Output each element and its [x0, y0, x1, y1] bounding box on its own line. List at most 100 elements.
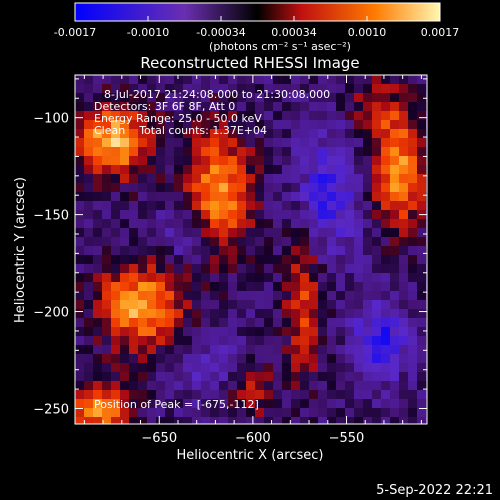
heatmap-cell — [390, 408, 400, 418]
heatmap-cell — [372, 138, 382, 148]
heatmap-cell — [219, 318, 229, 328]
heatmap-cell — [390, 336, 400, 346]
heatmap-cell — [309, 93, 319, 103]
heatmap-cell — [183, 183, 193, 193]
heatmap-cell — [129, 84, 139, 94]
heatmap-cell — [273, 102, 283, 112]
heatmap-cell — [345, 399, 355, 409]
heatmap-cell — [327, 219, 337, 229]
heatmap-cell — [75, 93, 85, 103]
heatmap-cell — [327, 381, 337, 391]
heatmap-cell — [291, 84, 301, 94]
heatmap-cell — [75, 309, 85, 319]
heatmap-cell — [309, 282, 319, 292]
heatmap-cell — [408, 381, 418, 391]
heatmap-cell — [363, 84, 373, 94]
heatmap-cell — [174, 192, 184, 202]
heatmap-cell — [237, 129, 247, 139]
heatmap-cell — [417, 291, 427, 301]
heatmap-cell — [210, 219, 220, 229]
heatmap-cell — [417, 201, 427, 211]
heatmap-cell — [228, 84, 238, 94]
heatmap-cell — [363, 399, 373, 409]
heatmap-cell — [156, 165, 166, 175]
heatmap-cell — [219, 120, 229, 130]
heatmap-cell — [111, 345, 121, 355]
heatmap-cell — [273, 273, 283, 283]
heatmap-cell — [147, 84, 157, 94]
heatmap-cell — [300, 228, 310, 238]
heatmap-cell — [93, 156, 103, 166]
heatmap-cell — [102, 228, 112, 238]
heatmap-cell — [345, 138, 355, 148]
heatmap-cell — [345, 336, 355, 346]
heatmap-cell — [210, 237, 220, 247]
heatmap-cell — [165, 192, 175, 202]
heatmap-cell — [102, 408, 112, 418]
heatmap-cell — [84, 129, 94, 139]
heatmap-cell — [399, 183, 409, 193]
heatmap-cell — [372, 399, 382, 409]
heatmap-cell — [417, 138, 427, 148]
heatmap-cell — [408, 237, 418, 247]
heatmap-cell — [300, 192, 310, 202]
heatmap-cell — [264, 84, 274, 94]
heatmap-cell — [75, 417, 85, 424]
heatmap-cell — [210, 156, 220, 166]
heatmap-cell — [291, 327, 301, 337]
heatmap-cell — [291, 381, 301, 391]
heatmap-cell — [219, 363, 229, 373]
heatmap-cell — [273, 138, 283, 148]
heatmap-cell — [309, 381, 319, 391]
heatmap-cell — [399, 390, 409, 400]
heatmap-cell — [246, 399, 256, 409]
heatmap-cell — [129, 165, 139, 175]
heatmap-cell — [264, 102, 274, 112]
heatmap-cell — [156, 381, 166, 391]
heatmap-cell — [408, 147, 418, 157]
heatmap-cell — [147, 228, 157, 238]
heatmap-cell — [156, 129, 166, 139]
heatmap-cell — [183, 93, 193, 103]
heatmap-cell — [129, 75, 139, 85]
heatmap-cell — [210, 192, 220, 202]
heatmap-cell — [354, 219, 364, 229]
heatmap-cell — [174, 318, 184, 328]
heatmap-cell — [111, 192, 121, 202]
heatmap-cell — [138, 345, 148, 355]
heatmap-cell — [210, 300, 220, 310]
heatmap-cell — [183, 120, 193, 130]
heatmap-cell — [75, 273, 85, 283]
heatmap-cell — [282, 102, 292, 112]
heatmap-cell — [255, 93, 265, 103]
heatmap-cell — [120, 300, 130, 310]
heatmap-cell — [129, 210, 139, 220]
heatmap-cell — [291, 210, 301, 220]
heatmap-cell — [138, 201, 148, 211]
heatmap-cell — [381, 282, 391, 292]
heatmap-cell — [255, 291, 265, 301]
heatmap-cell — [354, 120, 364, 130]
heatmap-cell — [246, 129, 256, 139]
heatmap-cell — [165, 246, 175, 256]
heatmap-cell — [327, 210, 337, 220]
heatmap-cell — [138, 282, 148, 292]
heatmap-cell — [156, 327, 166, 337]
heatmap-cell — [381, 408, 391, 418]
heatmap-cell — [381, 147, 391, 157]
heatmap-cell — [264, 129, 274, 139]
heatmap-cell — [345, 381, 355, 391]
heatmap-cell — [111, 255, 121, 265]
heatmap-cell — [201, 102, 211, 112]
heatmap-cell — [102, 345, 112, 355]
heatmap-cell — [255, 372, 265, 382]
heatmap-cell — [120, 111, 130, 121]
heatmap-cell — [318, 309, 328, 319]
heatmap-cell — [201, 264, 211, 274]
heatmap-cell — [390, 327, 400, 337]
heatmap-cell — [336, 291, 346, 301]
heatmap-cell — [120, 408, 130, 418]
heatmap-cell — [381, 300, 391, 310]
heatmap-cell — [381, 102, 391, 112]
heatmap-cell — [192, 336, 202, 346]
